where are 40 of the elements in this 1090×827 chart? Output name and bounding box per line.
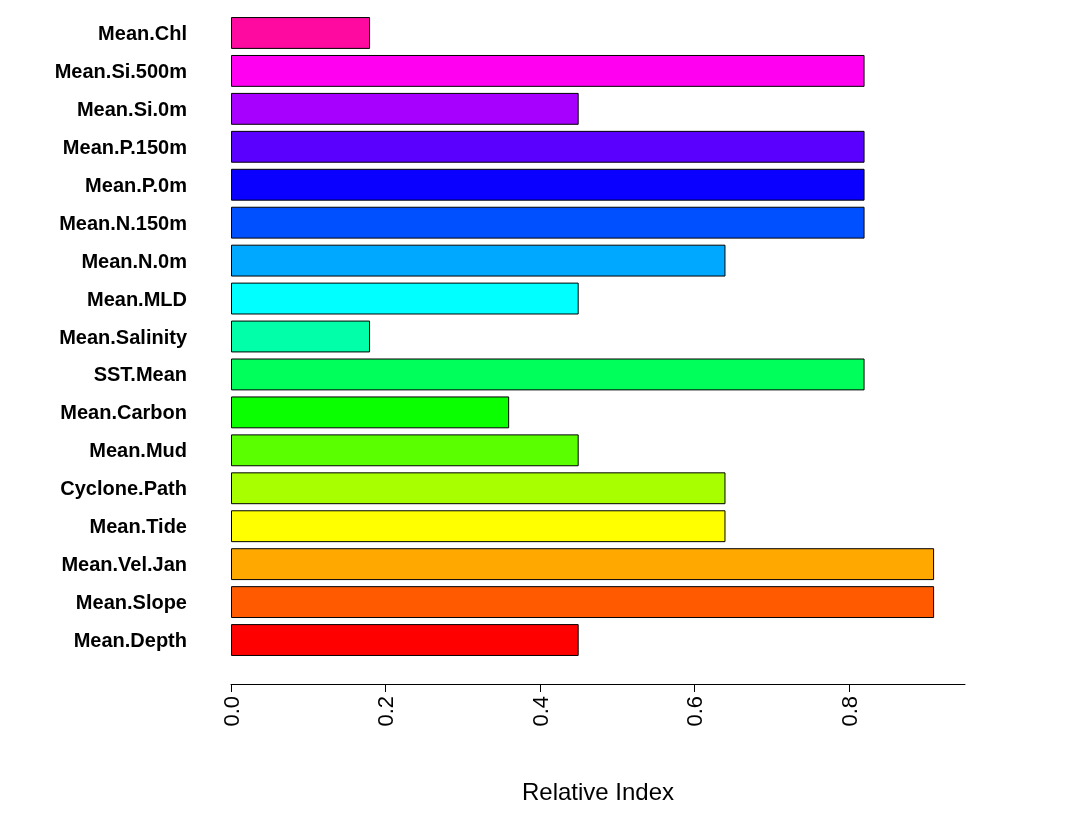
y-tick-label: Mean.Carbon: [60, 401, 187, 424]
y-tick-label: Mean.Mud: [89, 439, 187, 462]
bar: [231, 320, 371, 353]
y-tick-label: Mean.N.150m: [59, 211, 187, 234]
bar: [231, 548, 935, 581]
x-tick-label: 0.4: [527, 696, 553, 727]
y-tick-label: Mean.Tide: [89, 515, 187, 538]
bar: [231, 624, 579, 656]
y-tick-label: Mean.Salinity: [59, 325, 188, 348]
y-tick-label: Mean.P.150m: [62, 135, 187, 158]
bar: [231, 244, 726, 277]
x-tick-label: 0.2: [373, 696, 399, 727]
bar: [231, 206, 865, 239]
x-axis-title: Relative Index: [521, 777, 675, 805]
y-tick-label: Mean.Si.0m: [76, 97, 187, 120]
y-tick-label: Cyclone.Path: [60, 477, 187, 500]
bar: [231, 434, 579, 467]
x-tick-label: 0.0: [218, 696, 244, 727]
y-tick-label: Mean.Chl: [98, 21, 187, 44]
bar: [231, 472, 726, 505]
y-tick-label: Mean.Si.500m: [54, 59, 187, 82]
bar: [231, 510, 726, 543]
bar: [231, 396, 510, 429]
bar: [231, 130, 865, 163]
y-tick-label: Mean.Vel.Jan: [61, 553, 187, 576]
y-tick-label: Mean.N.0m: [81, 249, 187, 272]
bar: [231, 358, 865, 391]
y-tick-label: Mean.Slope: [75, 591, 187, 614]
y-tick-label: Mean.P.0m: [85, 173, 187, 196]
bar: [231, 168, 865, 201]
y-tick-label: Mean.Depth: [73, 629, 187, 652]
x-tick-label: 0.6: [682, 696, 708, 727]
x-tick-label: 0.8: [836, 696, 862, 727]
y-tick-label: Mean.MLD: [87, 287, 187, 310]
bar: [231, 54, 865, 87]
y-tick-label: SST.Mean: [93, 363, 187, 386]
bar: [231, 92, 579, 125]
bar: [231, 586, 935, 619]
bar: [231, 282, 579, 315]
bar: [231, 17, 371, 49]
